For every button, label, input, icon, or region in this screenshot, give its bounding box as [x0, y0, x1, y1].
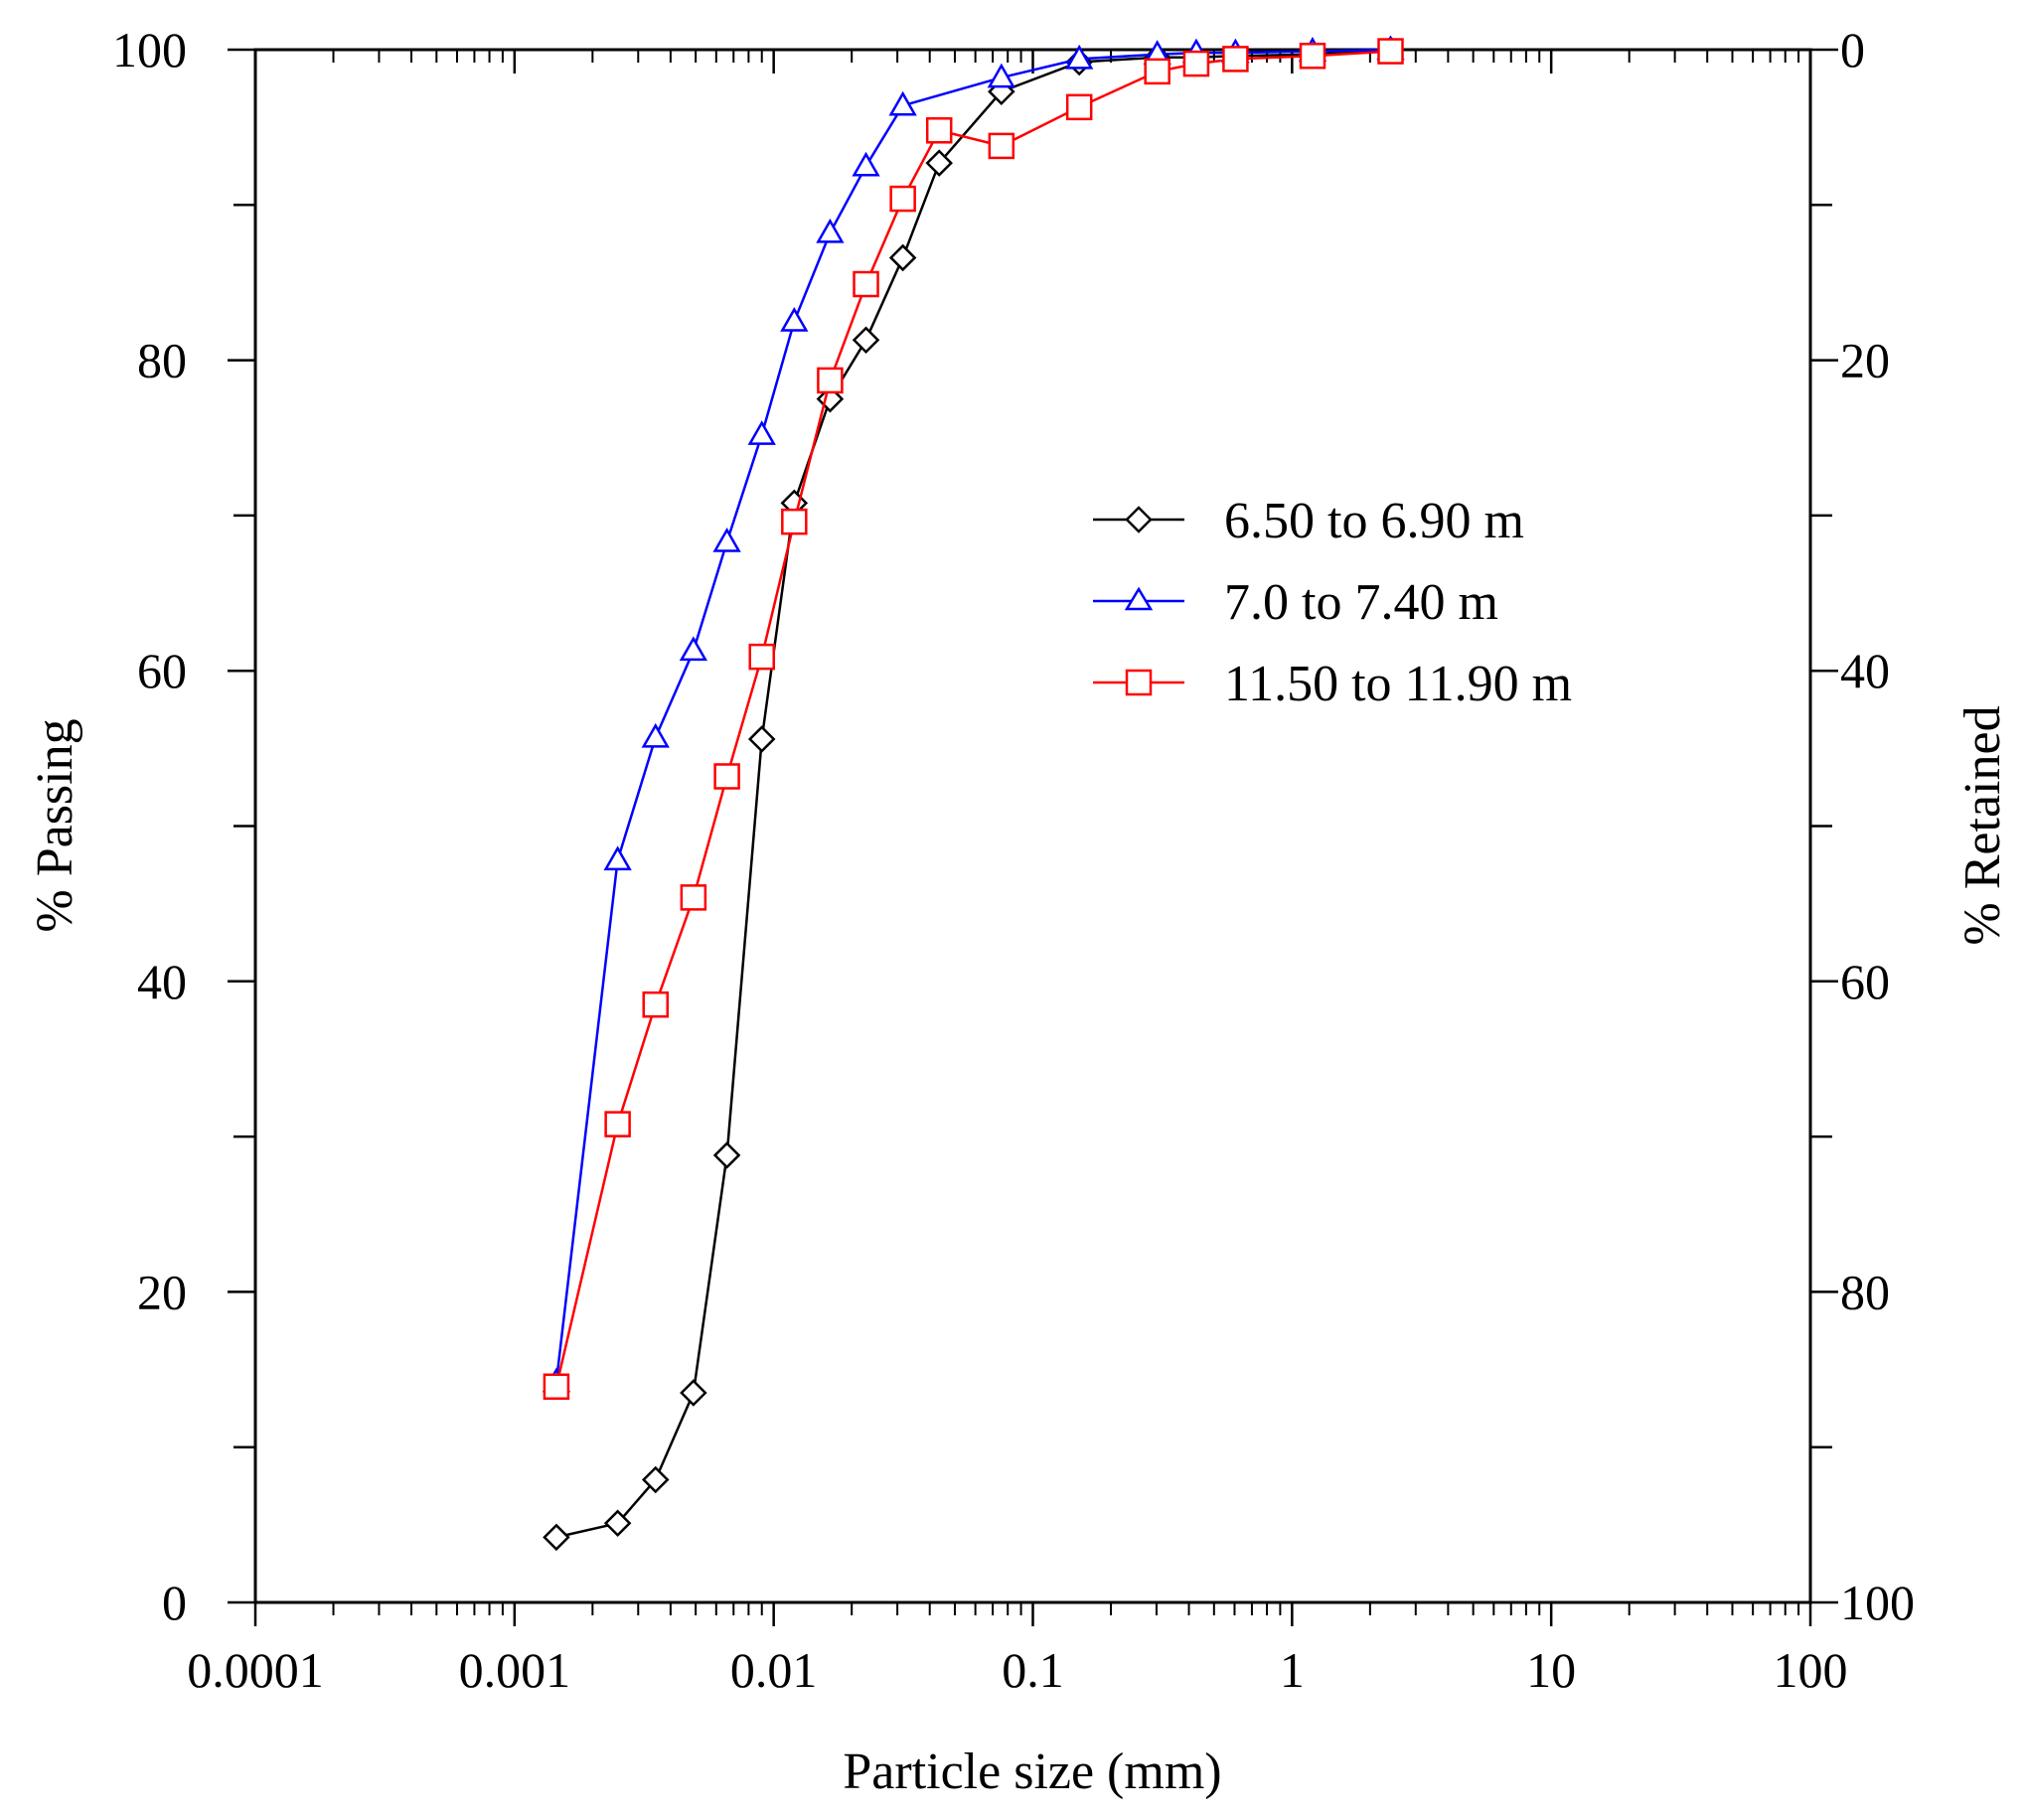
y2-tick-label: 20: [1840, 333, 1890, 388]
legend-entry-series-2: 7.0 to 7.40 m: [1093, 574, 1498, 631]
data-point: [817, 367, 844, 394]
legend-marker-series-1: [1125, 506, 1153, 533]
series-2: [542, 35, 1405, 1393]
data-point: [641, 722, 670, 748]
x-tick-label: 100: [1774, 1642, 1848, 1698]
y2-tick-label: 0: [1840, 22, 1865, 77]
series-1: [543, 36, 1405, 1552]
y2-axis-title: % Retained: [1954, 705, 2011, 945]
data-point: [603, 845, 632, 871]
legend-entry-series-1: 6.50 to 6.90 m: [1093, 493, 1524, 549]
data-point: [1377, 38, 1404, 65]
data-point: [642, 990, 669, 1018]
data-point: [888, 243, 917, 272]
data-point: [543, 1523, 570, 1552]
x-tick-labels: 0.0001 0.001 0.01 0.1 1 10 100: [187, 1642, 1847, 1698]
data-point: [889, 185, 916, 213]
series-layer: [542, 35, 1405, 1552]
data-point: [780, 307, 809, 332]
plot-frame: [253, 48, 1812, 1604]
y-tick-label: 20: [137, 1264, 187, 1319]
data-point: [748, 643, 775, 671]
data-point: [852, 326, 880, 355]
legend-marker-series-2: [1124, 586, 1154, 611]
data-point: [925, 149, 953, 177]
data-point: [925, 117, 953, 144]
y-tick-label: 60: [137, 643, 187, 698]
data-point: [1182, 50, 1210, 77]
x-tick-label: 0.0001: [187, 1642, 324, 1698]
y2-tick-label: 60: [1840, 954, 1890, 1009]
x-tick-label: 1: [1280, 1642, 1305, 1698]
data-point: [1144, 58, 1170, 85]
y-axis-title: % Passing: [27, 718, 83, 932]
y2-tick-labels: 100 80 60 40 20 0: [1840, 22, 1915, 1630]
y2-tick-label: 80: [1840, 1264, 1890, 1319]
x-tick-label: 0.1: [1002, 1642, 1064, 1698]
data-point: [712, 527, 741, 552]
data-point: [987, 63, 1015, 88]
y-tick-label: 40: [137, 954, 187, 1009]
y-tick-label: 80: [137, 333, 187, 388]
data-point: [712, 1141, 741, 1169]
data-point: [679, 636, 708, 662]
x-tick-label: 0.01: [730, 1642, 818, 1698]
series-line-2: [554, 48, 1391, 1383]
y2-tick-label: 100: [1840, 1575, 1915, 1630]
data-point: [680, 884, 707, 911]
data-point: [816, 218, 845, 243]
y-tick-labels: 0 20 40 60 80 100: [112, 22, 187, 1630]
legend-label-series-3: 11.50 to 11.90 m: [1224, 656, 1572, 712]
data-point: [747, 725, 776, 753]
data-point: [1065, 44, 1094, 70]
legend-label-series-2: 7.0 to 7.40 m: [1224, 574, 1498, 631]
x-axis-title: Particle size (mm): [843, 1744, 1221, 1800]
series-line-3: [554, 50, 1391, 1387]
data-point: [781, 508, 808, 535]
x-tick-label: 10: [1526, 1642, 1576, 1698]
legend: 6.50 to 6.90 m 7.0 to 7.40 m 11.50 to 11…: [1093, 493, 1572, 712]
axis-ticks: [228, 48, 1838, 1626]
data-point: [988, 132, 1015, 160]
data-point: [680, 1379, 707, 1407]
data-point: [641, 1465, 670, 1494]
series-3: [543, 38, 1404, 1400]
data-point: [604, 1111, 631, 1138]
y-tick-label: 100: [112, 22, 187, 77]
y-tick-label: 0: [162, 1575, 187, 1630]
data-point: [1299, 43, 1326, 70]
series-line-1: [555, 48, 1391, 1539]
data-point: [543, 1373, 570, 1400]
data-point: [853, 270, 879, 298]
legend-label-series-1: 6.50 to 6.90 m: [1224, 493, 1524, 549]
y2-tick-label: 40: [1840, 643, 1890, 698]
legend-entry-series-3: 11.50 to 11.90 m: [1093, 656, 1572, 712]
data-point: [1065, 93, 1093, 121]
legend-marker-series-3: [1125, 669, 1153, 696]
data-point: [888, 90, 917, 116]
data-point: [852, 151, 880, 177]
data-point: [713, 763, 740, 790]
data-point: [1222, 46, 1249, 73]
data-point: [747, 420, 776, 445]
x-tick-label: 0.001: [459, 1642, 571, 1698]
data-point: [603, 1509, 632, 1538]
